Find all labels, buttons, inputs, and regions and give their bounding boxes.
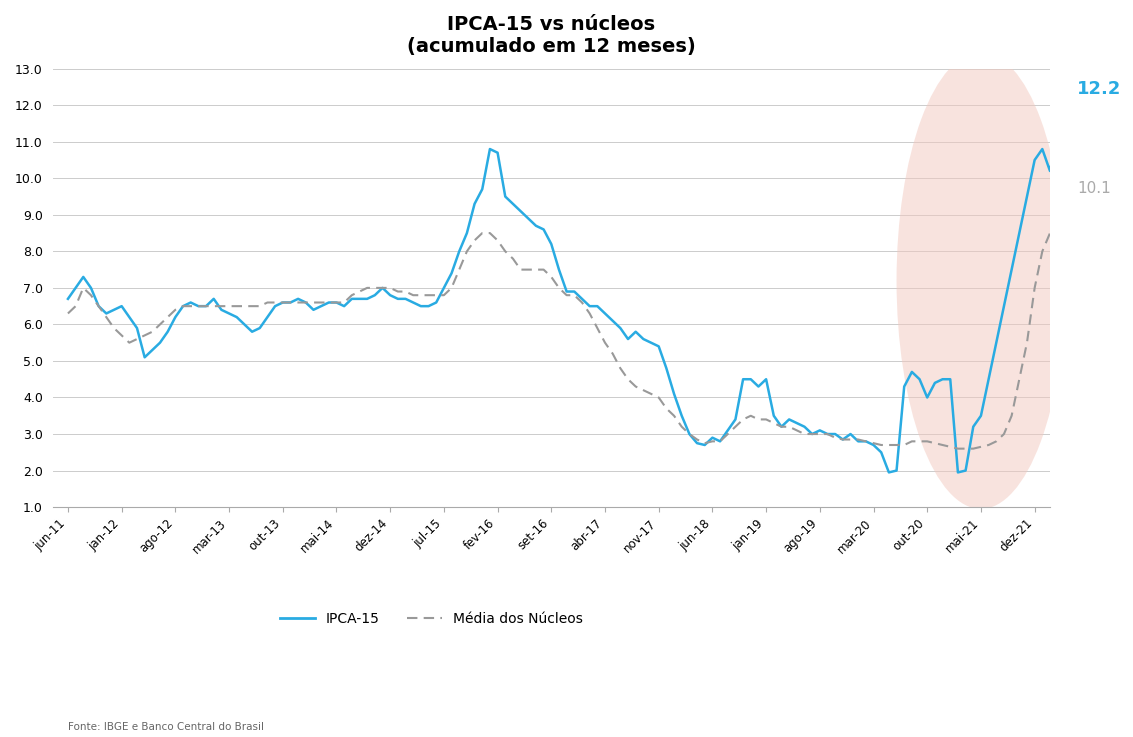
Title: IPCA-15 vs núcleos
(acumulado em 12 meses): IPCA-15 vs núcleos (acumulado em 12 mese… [407, 15, 696, 56]
Ellipse shape [896, 52, 1065, 509]
Text: 12.2: 12.2 [1076, 80, 1122, 98]
Text: Fonte: IBGE e Banco Central do Brasil: Fonte: IBGE e Banco Central do Brasil [68, 722, 264, 732]
Text: 10.1: 10.1 [1076, 181, 1110, 196]
Legend: IPCA-15, Média dos Núcleos: IPCA-15, Média dos Núcleos [274, 607, 589, 632]
